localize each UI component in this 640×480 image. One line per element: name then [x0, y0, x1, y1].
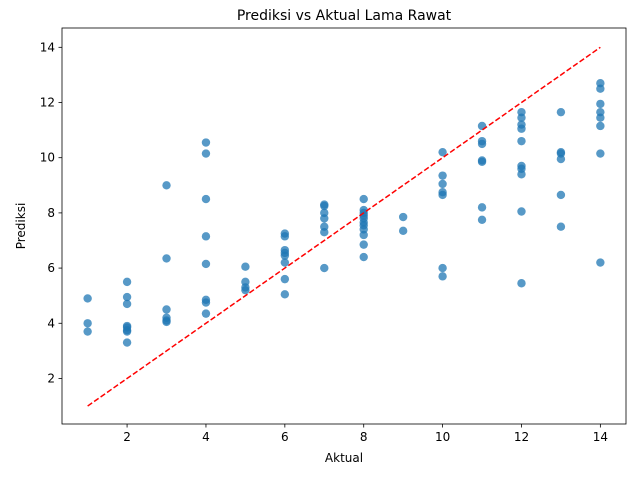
data-point — [596, 99, 605, 109]
data-point — [83, 294, 92, 303]
data-point — [83, 327, 92, 336]
y-tick-label: 6 — [47, 261, 55, 275]
data-point — [201, 259, 211, 269]
data-point — [162, 317, 171, 327]
x-tick-label: 10 — [435, 430, 450, 444]
data-point — [280, 251, 290, 260]
data-point — [517, 136, 526, 146]
data-point — [320, 201, 329, 211]
data-point — [201, 309, 211, 318]
data-point — [280, 274, 290, 284]
data-point — [280, 232, 290, 241]
data-point — [438, 263, 447, 273]
data-point — [241, 285, 250, 295]
data-point — [83, 319, 92, 328]
data-point — [201, 194, 211, 204]
data-point — [596, 149, 605, 158]
data-point — [477, 157, 487, 167]
data-point — [438, 147, 447, 157]
x-axis: 2 4 6 8 10 12 14 — [123, 424, 608, 444]
plot-area — [83, 46, 605, 407]
x-tick-label: 14 — [593, 430, 608, 444]
data-point — [280, 258, 290, 267]
data-point — [398, 212, 408, 222]
data-point — [359, 194, 368, 204]
data-point — [201, 298, 211, 307]
data-point — [477, 139, 487, 149]
data-point — [201, 149, 211, 158]
data-point — [320, 263, 329, 273]
data-point — [162, 181, 171, 190]
data-point — [398, 226, 408, 236]
x-tick-label: 2 — [123, 430, 131, 444]
data-point — [438, 179, 447, 189]
data-point — [241, 262, 250, 271]
chart-title: Prediksi vs Aktual Lama Rawat — [237, 8, 452, 24]
data-point — [438, 171, 447, 180]
data-point — [122, 327, 132, 336]
x-tick-label: 4 — [202, 430, 210, 444]
data-point — [556, 154, 566, 164]
y-tick-label: 14 — [40, 40, 55, 54]
data-point — [556, 190, 566, 200]
data-point — [596, 121, 605, 131]
data-point — [280, 290, 290, 299]
data-point — [438, 190, 447, 200]
data-point — [517, 207, 526, 216]
data-point — [162, 305, 171, 314]
reference-line — [87, 46, 601, 407]
y-axis: 2 4 6 8 10 12 14 — [40, 40, 62, 385]
data-point — [201, 232, 211, 241]
data-point — [517, 124, 526, 133]
y-tick-label: 4 — [47, 316, 55, 330]
data-point — [556, 107, 566, 117]
data-point — [122, 299, 132, 309]
data-point — [122, 292, 132, 302]
data-point — [122, 338, 132, 347]
data-point — [477, 203, 487, 212]
data-point — [596, 84, 605, 93]
y-axis-label: Prediksi — [14, 203, 28, 250]
data-point — [359, 252, 368, 262]
data-point — [517, 279, 526, 288]
data-point — [477, 215, 487, 224]
data-point — [517, 170, 526, 179]
data-point — [320, 214, 329, 223]
y-tick-label: 12 — [40, 96, 55, 110]
data-point — [201, 138, 211, 147]
data-point — [517, 113, 526, 122]
x-tick-label: 6 — [281, 430, 289, 444]
y-tick-label: 8 — [47, 206, 55, 220]
x-tick-label: 8 — [360, 430, 368, 444]
data-point — [122, 277, 132, 287]
data-point — [596, 258, 605, 267]
x-axis-label: Aktual — [325, 451, 363, 465]
x-tick-label: 12 — [514, 430, 529, 444]
data-point — [359, 230, 368, 240]
axes-frame — [61, 27, 627, 425]
y-tick-label: 2 — [47, 371, 55, 385]
data-point — [320, 228, 329, 237]
data-point — [556, 222, 566, 231]
data-point — [438, 272, 447, 281]
data-point — [596, 113, 605, 122]
y-tick-label: 10 — [40, 151, 55, 165]
data-point — [162, 254, 171, 263]
data-point — [359, 240, 368, 249]
